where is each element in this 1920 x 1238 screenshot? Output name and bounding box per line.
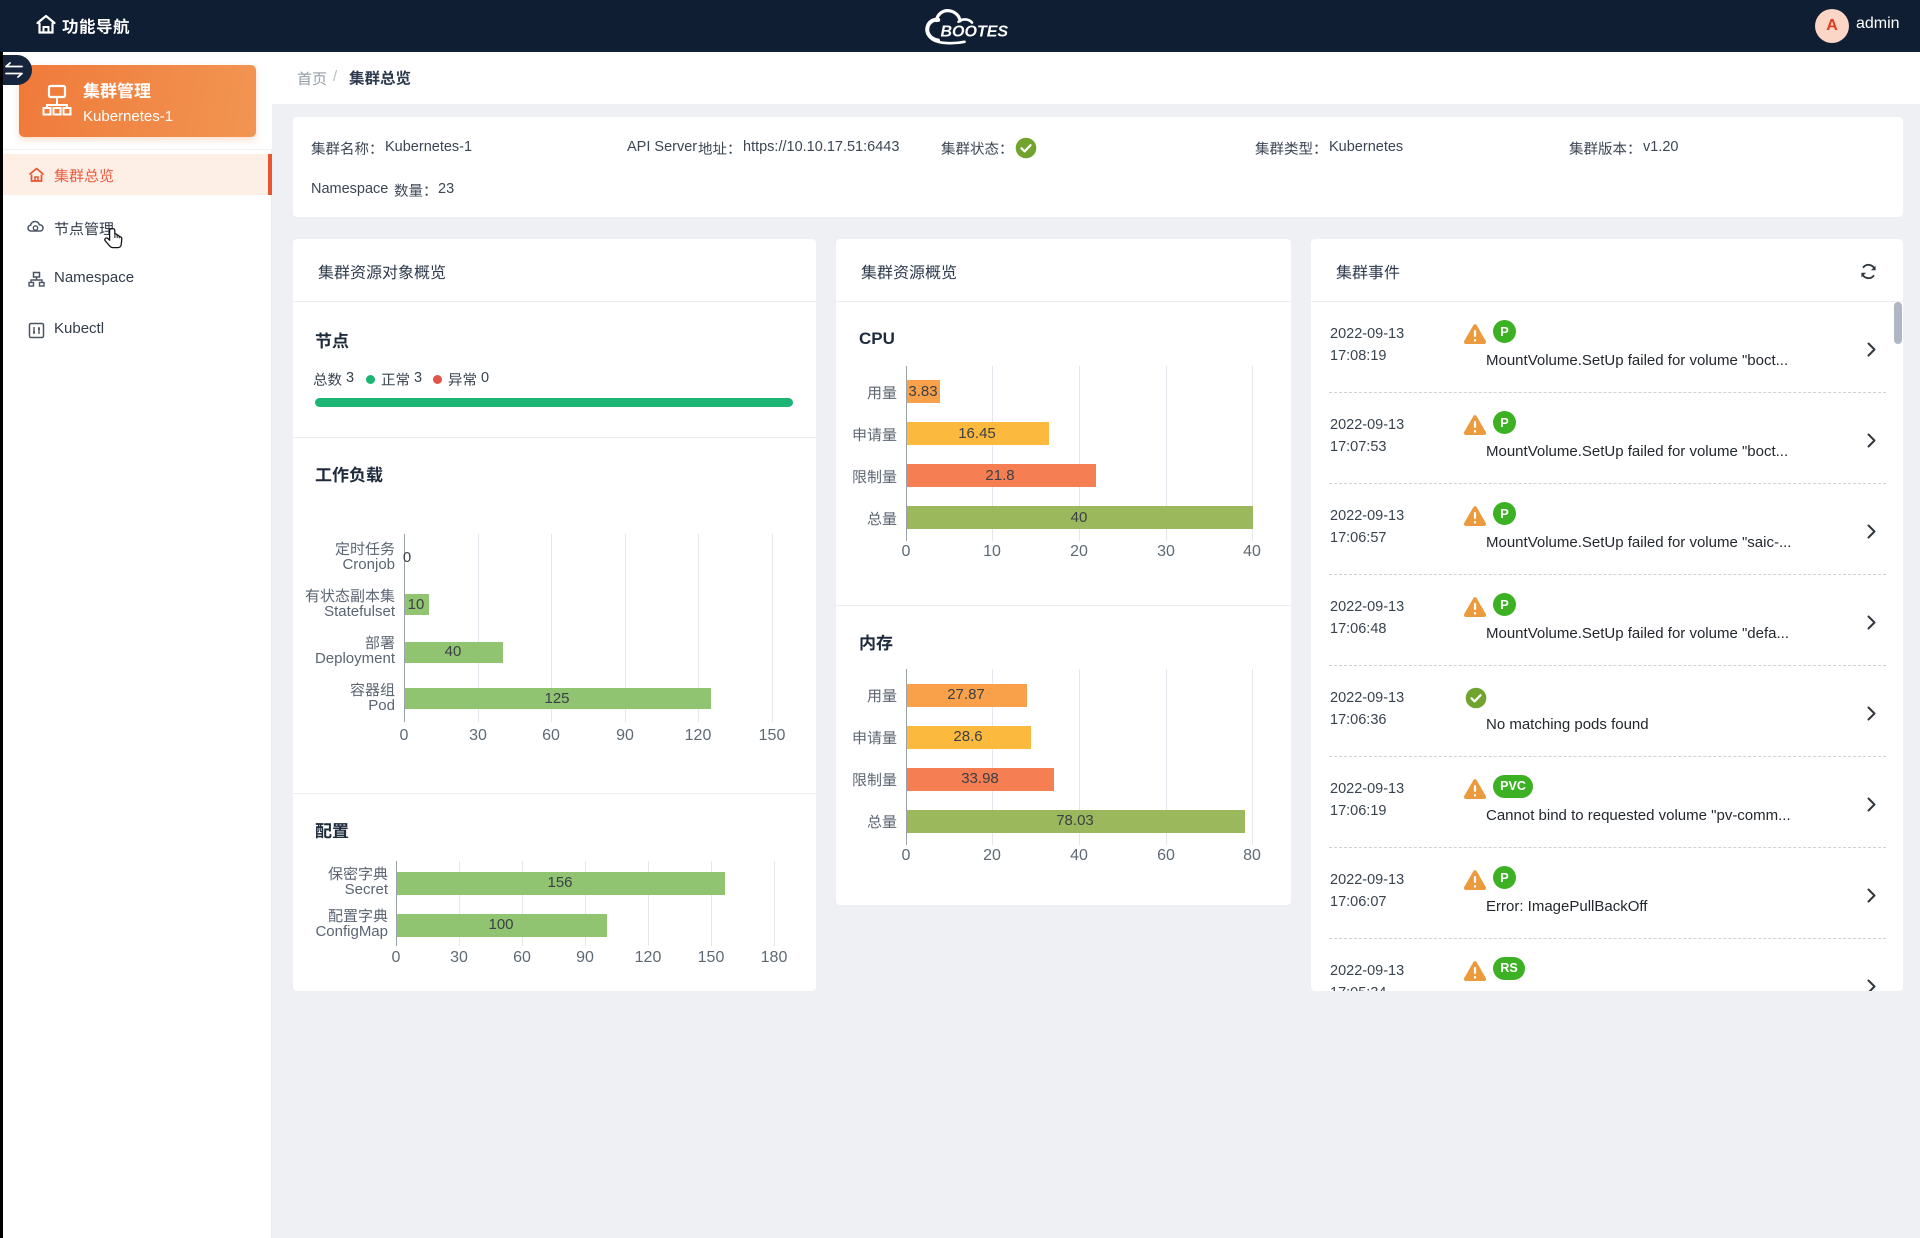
svg-text:BOOTES: BOOTES <box>941 24 1009 41</box>
